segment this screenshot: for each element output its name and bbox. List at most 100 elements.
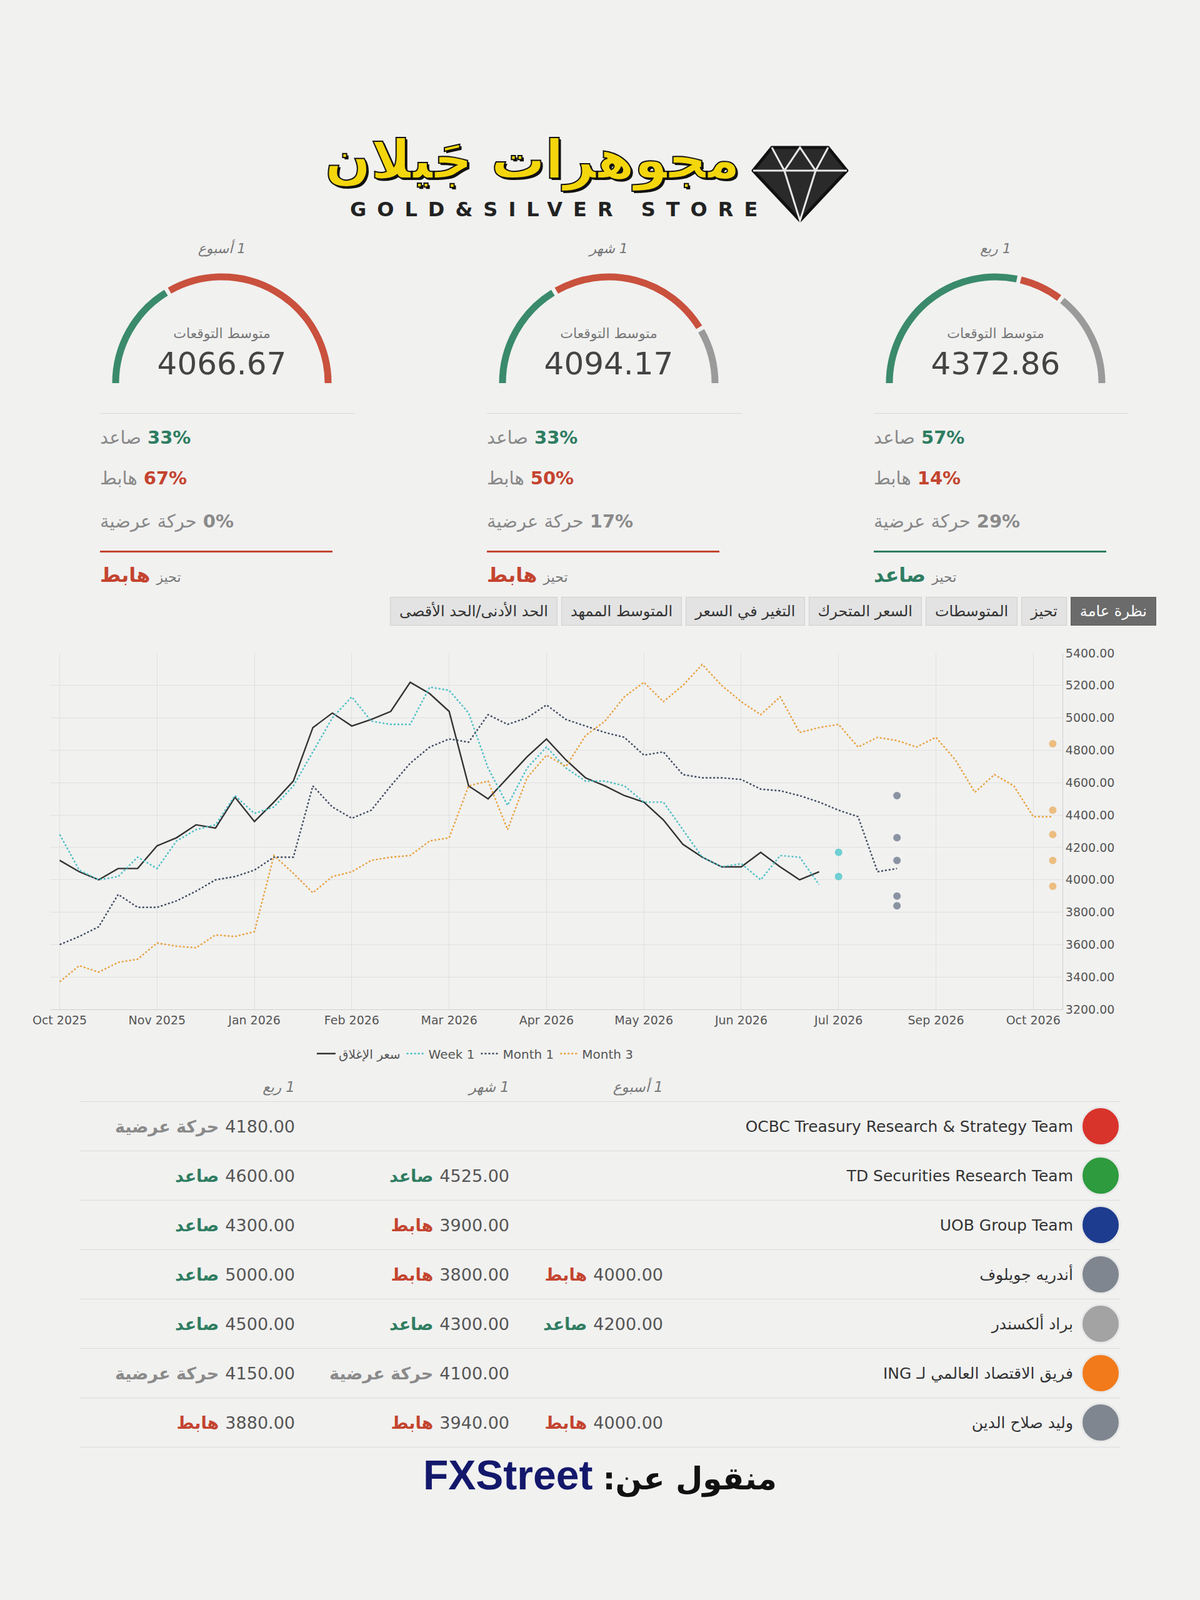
html-text:FXStreet: FXStreet (423, 1451, 593, 1499)
html-text:5000.00: 5000.00 (225, 1264, 295, 1285)
html-text:14%: 14% (917, 467, 961, 489)
html-text:4372.86: 4372.86 (931, 345, 1061, 382)
svg-text:Oct 2026: Oct 2026 (1006, 1013, 1061, 1027)
html-text:0%: 0% (202, 510, 234, 532)
svg-text:4400.00: 4400.00 (1065, 808, 1115, 822)
html-text:هابط: هابط (100, 563, 151, 587)
svg-text:Sep 2026: Sep 2026 (907, 1013, 964, 1027)
html-text:4180.00: 4180.00 (225, 1116, 295, 1136)
html-text:منقول عن:: منقول عن: (602, 1460, 777, 1497)
html-text:تحيز: تحيز (1030, 602, 1058, 620)
svg-text:Jun 2026: Jun 2026 (714, 1013, 768, 1027)
html-text:TD Securities Research Team: TD Securities Research Team (846, 1166, 1074, 1185)
svg-text:4600.00: 4600.00 (1065, 775, 1115, 790)
svg-text:Mar 2026: Mar 2026 (421, 1013, 478, 1027)
svg-text:Jan 2026: Jan 2026 (227, 1013, 281, 1027)
svg-text:4800.00: 4800.00 (1065, 743, 1115, 757)
svg-text:Nov 2025: Nov 2025 (128, 1013, 186, 1027)
html-text:29%: 29% (976, 510, 1021, 532)
html-text:OCBC Treasury Research & Strat: OCBC Treasury Research & Strategy Team (745, 1117, 1074, 1136)
html-text:أندريه جويلوف: أندريه جويلوف (979, 1265, 1074, 1284)
html-text:هابط: هابط (544, 1412, 588, 1433)
svg-text:4000.00: 4000.00 (1065, 872, 1115, 887)
html-text:4150.00: 4150.00 (225, 1363, 295, 1383)
html-text:67%: 67% (143, 467, 187, 489)
html-text:حركة عرضية: حركة عرضية (114, 1116, 219, 1136)
svg-text:3800.00: 3800.00 (1065, 905, 1115, 919)
svg-text:3400.00: 3400.00 (1065, 970, 1115, 984)
svg-text:5400.00: 5400.00 (1065, 646, 1115, 660)
html-text:GOLD&SILVER STORE: GOLD&SILVER STORE (350, 197, 769, 222)
html-text:صاعد: صاعد (175, 1215, 219, 1235)
html-text:مجوهرات جَيلان: مجوهرات جَيلان (325, 128, 740, 191)
html-text:صاعد: صاعد (175, 1264, 219, 1285)
html-text:57%: 57% (921, 426, 965, 449)
html-text:صاعد: صاعد (543, 1314, 588, 1334)
html-text:صاعد: صاعد (486, 426, 529, 449)
html-text:4094.17: 4094.17 (544, 345, 674, 382)
html-text:نظرة عامة: نظرة عامة (1079, 602, 1147, 620)
html-text:السعر المتحرك: السعر المتحرك (817, 602, 913, 620)
html-text:4000.00: 4000.00 (593, 1412, 664, 1433)
html-text:صاعد: صاعد (389, 1165, 434, 1186)
html-text:صاعد: صاعد (175, 1314, 219, 1334)
html-text:4525.00: 4525.00 (439, 1165, 510, 1186)
html-text:حركة عرضية: حركة عرضية (329, 1363, 434, 1383)
html-text:وليد صلاح الدين: وليد صلاح الدين (971, 1413, 1074, 1432)
html-text:التغير في السعر: التغير في السعر (695, 602, 796, 620)
html-text:3900.00: 3900.00 (439, 1215, 510, 1235)
html-text:صاعد: صاعد (100, 426, 142, 449)
html-text:3940.00: 3940.00 (439, 1412, 510, 1433)
html-text:هابط: هابط (486, 467, 525, 489)
svg-text:3200.00: 3200.00 (1065, 1002, 1115, 1017)
html-text:حركة عرضية: حركة عرضية (873, 510, 971, 532)
html-text:صاعد: صاعد (175, 1165, 219, 1186)
html-text:حركة عرضية: حركة عرضية (114, 1363, 219, 1383)
svg-text:Oct 2025: Oct 2025 (32, 1013, 87, 1027)
html-text:فريق الاقتصاد العالمي لـ ING: فريق الاقتصاد العالمي لـ ING (883, 1364, 1074, 1383)
html-text:UOB Group Team: UOB Group Team (939, 1215, 1074, 1235)
html-text:هابط: هابط (390, 1412, 434, 1433)
svg-text:سعر الإغلاق: سعر الإغلاق (338, 1046, 401, 1062)
svg-text:4200.00: 4200.00 (1065, 840, 1115, 855)
html-text:حركة عرضية: حركة عرضية (486, 510, 584, 532)
html-text:4000.00: 4000.00 (593, 1264, 664, 1285)
html-text:هابط: هابط (544, 1264, 588, 1285)
html-text:4500.00: 4500.00 (225, 1314, 295, 1334)
html-text:هابط: هابط (390, 1215, 434, 1235)
html-text:4300.00: 4300.00 (439, 1314, 510, 1334)
svg-text:Month 3: Month 3 (581, 1046, 634, 1062)
html-text:4600.00: 4600.00 (225, 1165, 295, 1186)
html-text:33%: 33% (147, 426, 191, 449)
html-text:المتوسط الممهد: المتوسط الممهد (570, 602, 673, 620)
html-text:هابط: هابط (176, 1412, 219, 1433)
html-text:براد ألكسندر: براد ألكسندر (991, 1314, 1074, 1333)
html-text:33%: 33% (534, 426, 578, 449)
html-text:50%: 50% (530, 467, 574, 489)
svg-text:Week 1: Week 1 (428, 1046, 475, 1062)
svg-text:Feb 2026: Feb 2026 (324, 1013, 380, 1027)
html-text:حركة عرضية: حركة عرضية (100, 510, 197, 532)
html-text:4300.00: 4300.00 (225, 1215, 295, 1235)
svg-text:May 2026: May 2026 (614, 1013, 674, 1027)
svg-text:3600.00: 3600.00 (1065, 937, 1115, 952)
html-text:17%: 17% (589, 510, 634, 532)
html-text:هابط: هابط (873, 467, 912, 489)
svg-text:Jul 2026: Jul 2026 (813, 1013, 863, 1027)
html-text:3800.00: 3800.00 (439, 1264, 510, 1285)
html-text:3880.00: 3880.00 (225, 1412, 295, 1433)
svg-text:5000.00: 5000.00 (1065, 710, 1115, 725)
html-text:المتوسطات: المتوسطات (935, 602, 1009, 620)
html-text:هابط: هابط (100, 467, 138, 489)
html-text:4066.67: 4066.67 (157, 345, 287, 382)
html-text:4100.00: 4100.00 (439, 1363, 510, 1383)
html-text:صاعد: صاعد (389, 1314, 434, 1334)
html-text:صاعد: صاعد (873, 563, 926, 587)
svg-text:Month 1: Month 1 (502, 1046, 554, 1062)
svg-text:5200.00: 5200.00 (1065, 678, 1115, 692)
svg-text:Apr 2026: Apr 2026 (519, 1013, 574, 1027)
html-text:صاعد: صاعد (873, 426, 915, 449)
html-text:هابط: هابط (486, 563, 538, 587)
html-text:هابط: هابط (390, 1264, 434, 1285)
html-text:4200.00: 4200.00 (593, 1314, 664, 1334)
